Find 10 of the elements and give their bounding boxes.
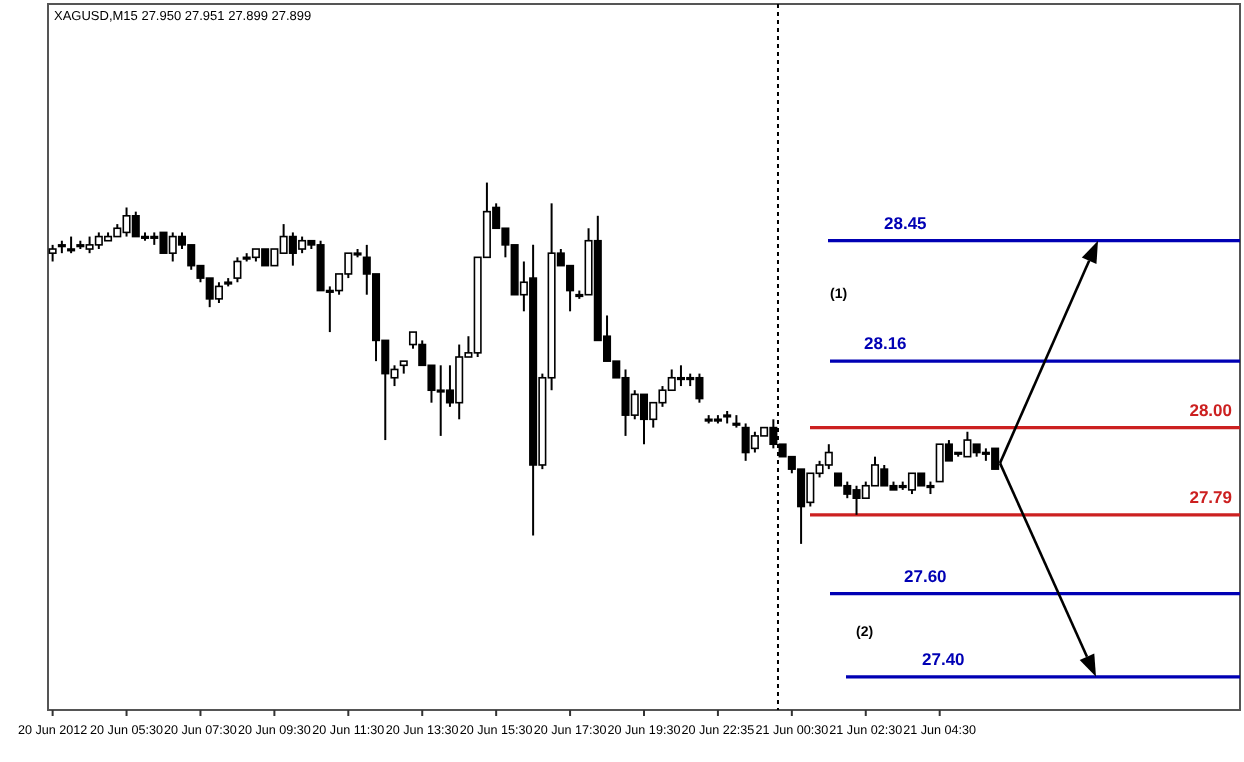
candlestick xyxy=(233,256,242,284)
ref-line-label: 27.40 xyxy=(922,648,966,669)
candlestick xyxy=(214,281,223,305)
ref-line-label: 28.16 xyxy=(864,333,908,354)
candlestick xyxy=(639,393,649,446)
ref-line-label: 28.45 xyxy=(884,212,928,233)
ref-line-label: 27.60 xyxy=(904,565,948,586)
candlestick xyxy=(824,443,833,471)
ref-line-label: 27.79 xyxy=(1189,486,1233,507)
ref-line-label: 28.00 xyxy=(1189,399,1233,420)
